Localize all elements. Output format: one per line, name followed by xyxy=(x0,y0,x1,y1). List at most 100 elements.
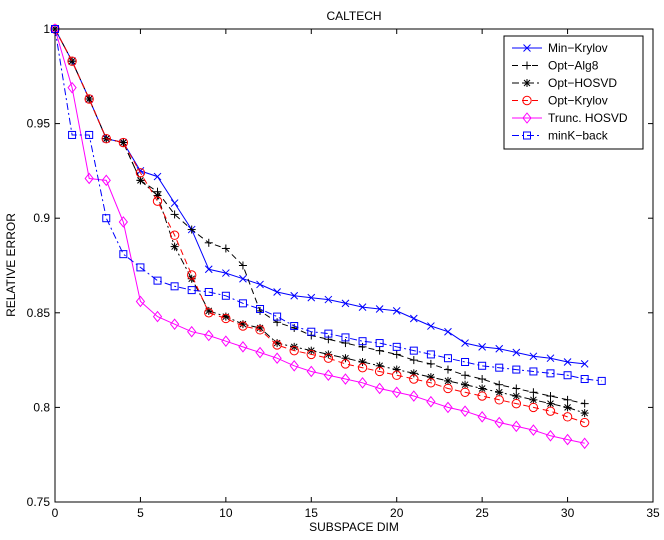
data-point xyxy=(85,95,94,104)
data-point xyxy=(169,318,180,330)
data-point xyxy=(341,299,350,308)
data-point xyxy=(478,375,487,384)
legend-label: Opt−Alg8 xyxy=(548,59,599,73)
legend-marker xyxy=(523,61,531,70)
data-point xyxy=(118,216,128,228)
data-point xyxy=(255,346,265,359)
data-point xyxy=(238,321,248,331)
chart-title: CALTECH xyxy=(326,9,381,23)
data-point xyxy=(495,388,504,397)
data-point xyxy=(512,384,521,393)
data-point xyxy=(444,327,452,336)
data-point xyxy=(67,81,77,94)
data-point xyxy=(290,291,299,300)
legend: Min−Krylov Opt−Alg8 Opt−HOSVD Opt−Krylov Tru… xyxy=(503,35,644,150)
y-tick-label: 0.8 xyxy=(33,400,50,414)
data-point xyxy=(495,363,504,372)
legend-box xyxy=(503,35,644,150)
data-point xyxy=(580,375,589,384)
data-point xyxy=(68,57,77,66)
x-tick-label: 5 xyxy=(137,506,144,520)
data-point xyxy=(169,230,180,240)
data-point xyxy=(478,343,486,351)
data-point xyxy=(186,270,197,280)
data-point xyxy=(409,374,419,384)
data-point xyxy=(562,412,573,422)
data-point xyxy=(443,354,452,363)
data-point xyxy=(152,310,163,323)
data-point xyxy=(136,167,145,175)
data-point xyxy=(102,214,111,223)
data-point xyxy=(238,261,247,270)
data-point xyxy=(512,365,521,374)
data-point xyxy=(563,403,572,412)
data-point xyxy=(289,345,299,356)
data-point xyxy=(443,401,453,414)
data-point xyxy=(340,359,351,369)
data-point xyxy=(187,225,196,234)
data-point xyxy=(461,357,470,366)
data-point xyxy=(529,395,538,404)
data-point xyxy=(135,168,146,178)
series-line xyxy=(54,28,585,423)
data-point xyxy=(460,387,470,397)
data-point xyxy=(306,349,316,360)
legend-entry: Opt−Alg8 xyxy=(512,59,599,73)
data-point xyxy=(84,172,94,185)
data-point xyxy=(375,346,384,355)
data-point xyxy=(204,329,214,342)
data-point xyxy=(272,352,282,365)
data-point xyxy=(238,341,248,353)
data-point xyxy=(392,307,401,315)
data-point xyxy=(84,94,94,104)
y-tick-label: 0.85 xyxy=(27,306,51,320)
data-point xyxy=(477,411,487,423)
data-point xyxy=(204,238,213,247)
data-point xyxy=(409,390,419,402)
data-point xyxy=(563,371,572,380)
data-point xyxy=(119,138,128,147)
data-point xyxy=(306,365,316,378)
data-point xyxy=(204,308,214,318)
data-point xyxy=(187,286,196,295)
legend-entry: minK−back xyxy=(512,129,609,143)
series-mink-back xyxy=(51,25,606,385)
data-point xyxy=(580,360,589,368)
data-point xyxy=(443,365,452,374)
data-point xyxy=(562,433,573,446)
data-point xyxy=(580,409,589,418)
data-point xyxy=(170,242,179,251)
data-point xyxy=(461,371,470,380)
series-opt-hosvd xyxy=(51,25,589,418)
data-point xyxy=(101,134,111,144)
data-point xyxy=(273,288,281,296)
data-point xyxy=(392,342,401,351)
data-point xyxy=(409,356,418,365)
data-point xyxy=(187,325,197,338)
legend-marker xyxy=(523,131,531,140)
data-point xyxy=(409,346,418,355)
data-point xyxy=(563,358,572,366)
data-point xyxy=(392,350,401,359)
data-point xyxy=(477,391,487,401)
data-point xyxy=(358,337,367,346)
legend-entry: Trunc. HOSVD xyxy=(512,111,628,125)
legend-marker xyxy=(522,112,532,124)
data-point xyxy=(324,329,333,338)
data-point xyxy=(67,56,77,66)
data-point xyxy=(118,137,129,148)
data-point xyxy=(545,406,556,416)
data-point xyxy=(375,339,384,348)
data-point xyxy=(546,354,555,363)
y-tick-label: 1 xyxy=(43,22,50,36)
legend-label: minK−back xyxy=(548,129,609,143)
data-point xyxy=(461,380,470,389)
data-point xyxy=(374,382,385,395)
data-point xyxy=(427,322,435,330)
data-point xyxy=(324,295,333,304)
x-tick-label: 20 xyxy=(390,506,404,520)
data-point xyxy=(101,174,111,187)
data-point xyxy=(478,361,487,370)
data-point xyxy=(357,377,368,389)
data-point xyxy=(170,282,179,291)
